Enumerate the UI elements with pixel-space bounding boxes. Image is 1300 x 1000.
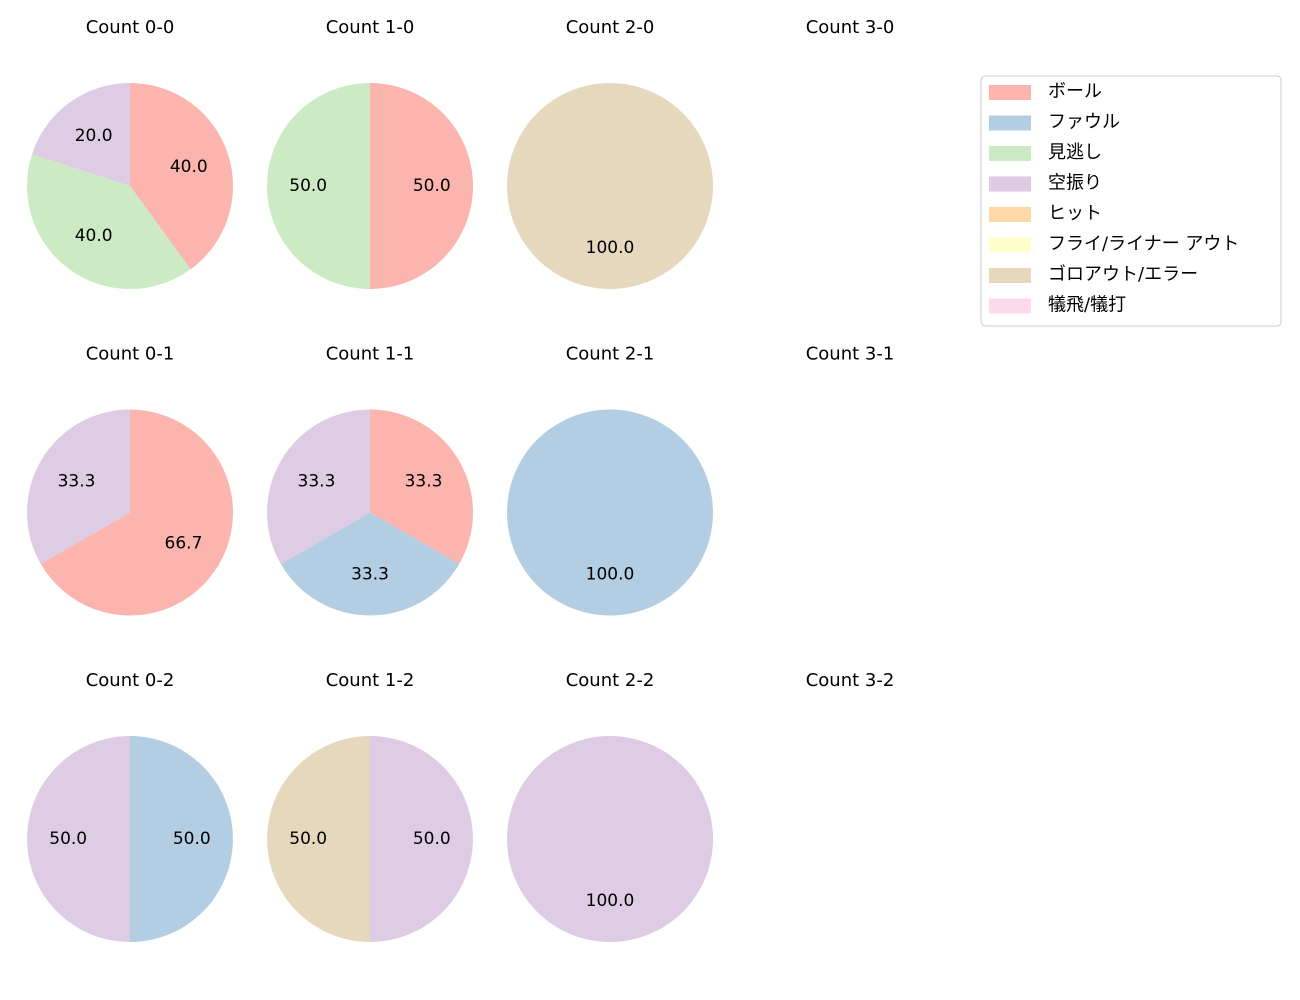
value-label: 40.0 (75, 226, 113, 246)
legend-swatch (989, 115, 1031, 131)
legend-swatch (989, 85, 1031, 100)
value-label: 50.0 (413, 176, 451, 196)
chart-title: Count 0-1 (86, 344, 175, 365)
chart-title: Count 3-1 (806, 344, 895, 365)
chart-title: Count 1-2 (326, 670, 415, 691)
pie-wedge (507, 409, 713, 616)
value-label: 100.0 (586, 564, 635, 584)
value-label: 33.3 (351, 564, 389, 584)
pie-wedge (27, 736, 130, 942)
pie-wedge (266, 409, 370, 564)
legend-box (980, 75, 1282, 327)
value-label: 33.3 (298, 472, 336, 492)
pie-wedge (370, 83, 473, 289)
value-label: 100.0 (586, 891, 635, 911)
pie-wedge (26, 409, 130, 564)
pie-wedge (267, 736, 370, 942)
value-label: 50.0 (49, 829, 87, 849)
legend-swatch (989, 146, 1031, 161)
legend-label: ゴロアウト/エラー (1048, 264, 1198, 285)
pie-wedge (130, 736, 233, 942)
chart-title: Count 1-0 (326, 17, 415, 38)
legend-swatch (989, 268, 1031, 283)
pie-wedge (267, 83, 370, 289)
pie-wedge (32, 83, 130, 186)
value-label: 40.0 (170, 157, 208, 177)
legend-label: ボール (1048, 81, 1102, 102)
legend-swatch (989, 237, 1031, 253)
legend-label: 見逃し (1048, 142, 1102, 163)
pie-wedge (507, 736, 713, 942)
value-label: 50.0 (173, 829, 211, 849)
legend-swatch (989, 207, 1031, 222)
chart-title: Count 2-0 (566, 17, 655, 38)
pie-wedge (507, 83, 713, 289)
legend-label: ファウル (1048, 112, 1120, 133)
value-label: 50.0 (289, 829, 327, 849)
pie-wedge (27, 154, 191, 289)
legend-label: 空振り (1048, 173, 1102, 194)
chart-title: Count 0-0 (86, 17, 175, 38)
legend-label: 犠飛/犠打 (1048, 295, 1126, 316)
value-label: 20.0 (75, 126, 113, 146)
legend-swatch (989, 298, 1031, 314)
chart-title: Count 2-1 (566, 344, 655, 365)
chart-title: Count 3-2 (806, 670, 895, 691)
chart-title: Count 3-0 (806, 17, 895, 38)
pie-wedge (130, 83, 233, 270)
value-label: 33.3 (58, 472, 96, 492)
chart-title: Count 0-2 (86, 670, 175, 691)
value-label: 50.0 (413, 829, 451, 849)
legend-label: フライ/ライナー アウト (1048, 234, 1239, 255)
value-label: 66.7 (165, 533, 203, 553)
value-label: 33.3 (405, 472, 443, 492)
legend-label: ヒット (1048, 203, 1102, 224)
value-label: 100.0 (586, 238, 635, 258)
pie-wedge (370, 409, 473, 564)
pie-wedge (40, 409, 234, 616)
value-label: 50.0 (289, 176, 327, 196)
pie-wedge (370, 736, 473, 942)
chart-title: Count 1-1 (326, 344, 415, 365)
chart-title: Count 2-2 (566, 670, 655, 691)
legend-swatch (989, 176, 1031, 192)
